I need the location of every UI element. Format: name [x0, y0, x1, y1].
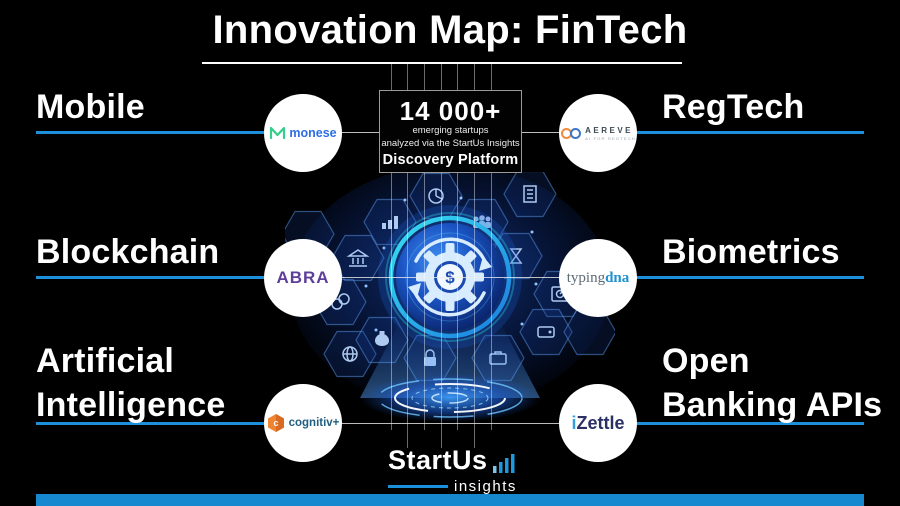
startup-count: 14 000+: [399, 96, 502, 126]
document-icon: [523, 185, 537, 203]
holo-platform: [360, 374, 540, 422]
izettle-wordmark-rest: Zettle: [576, 412, 625, 433]
logo-monese: monese: [264, 94, 342, 172]
pie-chart-icon: [428, 188, 444, 204]
connector-line-blue: [598, 422, 864, 425]
circuit-trace: [491, 62, 492, 430]
connector-line-blue: [598, 131, 864, 134]
typingdna-wordmark-bold: dna: [605, 269, 630, 286]
circuit-trace: [441, 62, 442, 448]
logo-abra: ABRA: [264, 239, 342, 317]
money-bag-icon: [374, 331, 390, 346]
cognitiv-wordmark: cognitiv+: [288, 417, 340, 429]
connector-line-blue: [598, 276, 864, 279]
wallet-icon: [537, 326, 555, 338]
connector-line-gray: [303, 277, 598, 278]
logo-cognitiv: c cognitiv+: [264, 384, 342, 462]
title-underline: [202, 62, 682, 64]
typingdna-wordmark-light: typing: [566, 269, 606, 286]
category-open-banking-apis: Open Banking APIs: [662, 342, 883, 424]
circuit-trace: [424, 62, 425, 430]
aereve-wordmark: AEREVE: [585, 125, 633, 135]
startus-bars-icon: [492, 454, 515, 473]
logo-izettle: iZettle: [559, 384, 637, 462]
monese-wordmark: monese: [289, 126, 337, 140]
abra-wordmark: ABRA: [276, 268, 330, 287]
category-regtech: RegTech: [662, 88, 805, 126]
cycle-arrows-icon: [412, 237, 488, 317]
hourglass-icon: [509, 248, 523, 264]
circuit-trace: [407, 62, 408, 448]
connector-line-blue: [36, 131, 303, 134]
startus-insights-logo: StartUs insights: [388, 447, 517, 495]
startus-wordmark: StartUs: [388, 445, 488, 475]
stat-subline-2: analyzed via the StartUs Insights: [381, 137, 520, 149]
logo-typingdna: typingdna: [559, 239, 637, 317]
stat-subline-3: Discovery Platform: [382, 151, 519, 168]
aereve-infinity-icon: [561, 127, 582, 139]
node-dots: [364, 196, 538, 332]
izettle-wordmark-i: i: [571, 412, 577, 433]
aereve-tagline: AI FOR REGTECH: [585, 135, 636, 141]
fintech-center-graphic: $: [285, 172, 615, 422]
globe-icon: [342, 346, 358, 362]
bottom-bar: [36, 494, 864, 506]
cognitiv-cube-icon: c: [267, 414, 284, 432]
startus-underline: [388, 485, 448, 488]
stat-box: 14 000+ emerging startups analyzed via t…: [379, 90, 522, 173]
monese-m-icon: [270, 126, 286, 140]
category-blockchain: Blockchain: [36, 233, 220, 271]
insights-wordmark: insights: [454, 478, 517, 495]
circuit-trace: [474, 62, 475, 448]
page-title: Innovation Map: FinTech: [212, 8, 688, 52]
svg-text:c: c: [273, 418, 278, 428]
connector-line-blue: [36, 422, 303, 425]
category-biometrics: Biometrics: [662, 233, 840, 271]
bar-chart-icon: [382, 216, 398, 229]
connector-line-gray: [303, 423, 598, 424]
bank-icon: [346, 249, 370, 267]
stat-subline-1: emerging startups: [412, 125, 489, 137]
category-mobile: Mobile: [36, 88, 145, 126]
connector-line-blue: [36, 276, 303, 279]
logo-aereve: AEREVE AI FOR REGTECH: [559, 94, 637, 172]
category-artificial-intelligence: Artificial Intelligence: [36, 342, 226, 424]
circuit-trace: [391, 62, 392, 430]
circuit-trace: [457, 62, 458, 430]
